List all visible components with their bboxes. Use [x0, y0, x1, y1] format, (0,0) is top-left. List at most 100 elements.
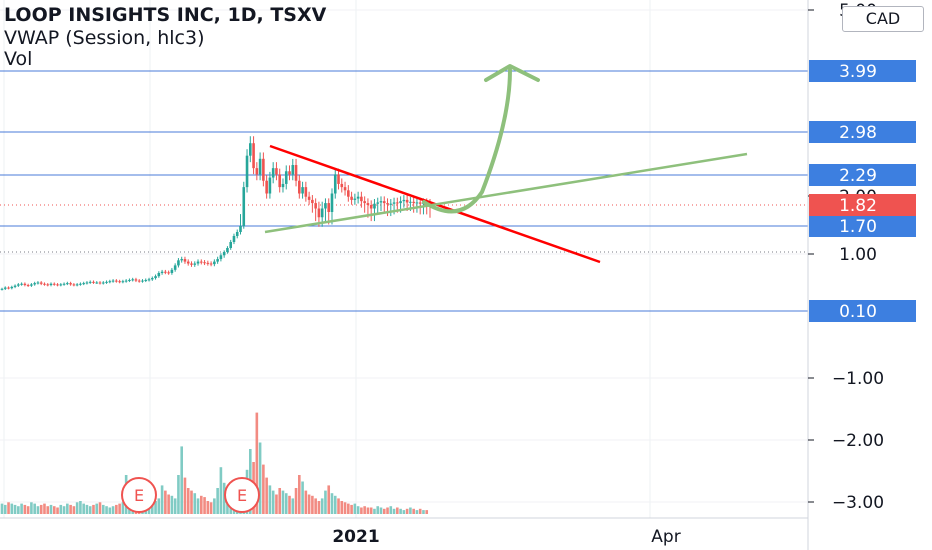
- candle-body: [82, 283, 85, 285]
- candle-body: [219, 255, 223, 260]
- volume-bar: [183, 477, 187, 514]
- candle-body: [229, 242, 233, 248]
- candle-body: [134, 279, 138, 281]
- breakout-arrow: [422, 68, 512, 214]
- level-label: 3.99: [839, 62, 877, 82]
- candle-body: [124, 280, 128, 282]
- volume-bar: [62, 506, 66, 514]
- level-label-bg: [809, 215, 916, 237]
- axis-tick-label: −1.00: [832, 369, 884, 389]
- volume-bar: [56, 507, 59, 514]
- volume-bar: [369, 507, 373, 514]
- candle-body: [69, 283, 72, 285]
- candle-body: [206, 262, 210, 264]
- price-axis[interactable]: 5.002.001.00−1.00−2.00−3.003.992.982.291…: [807, 0, 916, 550]
- volume-bar: [415, 510, 419, 514]
- candle-body: [340, 183, 344, 188]
- candle-body: [252, 143, 255, 169]
- volume-bar: [69, 504, 72, 514]
- volume-bar: [356, 506, 360, 514]
- volume-bar: [284, 493, 288, 514]
- volume-bar: [157, 498, 161, 514]
- candle-body: [353, 198, 357, 200]
- volume-bar: [392, 508, 396, 514]
- volume-bar: [213, 498, 216, 514]
- volume-bar: [366, 507, 370, 514]
- volume-bar: [98, 502, 102, 514]
- volume-bar: [389, 506, 393, 514]
- earnings-marker-label: E: [237, 486, 247, 505]
- volume-bar: [7, 502, 10, 514]
- candle-body: [128, 279, 131, 281]
- volume-bar: [190, 490, 193, 514]
- candle-body: [160, 271, 164, 273]
- candle-body: [167, 272, 170, 274]
- volume-bar: [425, 510, 429, 514]
- volume-bar: [258, 442, 262, 514]
- candle-body: [62, 283, 66, 285]
- candle-body: [324, 203, 327, 209]
- candle-body: [43, 283, 46, 285]
- candle-body: [111, 280, 115, 282]
- volume-bar: [26, 506, 30, 514]
- volume-bar: [150, 503, 154, 514]
- volume-bar: [311, 495, 314, 514]
- volume-bar: [170, 495, 174, 514]
- volume-bar: [193, 493, 197, 514]
- chart-grid: [0, 0, 808, 518]
- volume-bar: [30, 502, 33, 514]
- currency-button[interactable]: CAD: [842, 6, 924, 32]
- candle-body: [320, 208, 324, 218]
- volume-bar: [301, 481, 304, 514]
- vwap-legend[interactable]: VWAP (Session, hlc3): [4, 27, 205, 49]
- volume-bar: [278, 488, 282, 514]
- volume-bar: [219, 467, 223, 514]
- candle-body: [369, 205, 373, 209]
- candle-body: [121, 281, 125, 283]
- candle-body: [337, 174, 340, 184]
- volume-bar: [66, 503, 69, 514]
- candle-body: [118, 281, 121, 283]
- volume-bar: [72, 506, 76, 514]
- candle-body: [311, 199, 314, 204]
- candle-body: [170, 269, 174, 273]
- time-axis[interactable]: 2021 Apr: [0, 517, 808, 547]
- candle-body: [255, 168, 259, 175]
- time-axis-label: 2021: [332, 527, 379, 547]
- volume-bar: [75, 502, 79, 514]
- candle-body: [193, 263, 197, 265]
- candle-body: [396, 202, 399, 204]
- volume-bar: [10, 503, 14, 514]
- candle-body: [203, 262, 206, 264]
- earnings-marker: [121, 477, 157, 513]
- volume-bar: [262, 464, 265, 514]
- volume-bar: [203, 497, 206, 514]
- volume-bar: [111, 506, 115, 514]
- candle-body: [108, 281, 112, 283]
- volume-bar: [0, 503, 4, 514]
- candle-body: [360, 196, 363, 202]
- candle-body: [284, 171, 288, 184]
- volume-bar: [82, 503, 85, 514]
- volume-bar: [79, 501, 82, 514]
- candle-body: [88, 281, 92, 283]
- candle-body: [415, 202, 419, 204]
- candle-body: [141, 280, 144, 282]
- volume-bar: [307, 494, 311, 514]
- volume-bar: [105, 506, 108, 514]
- candle-body: [327, 203, 331, 212]
- candle-body: [382, 201, 386, 204]
- volume-bar: [85, 504, 89, 514]
- candle-body: [157, 273, 161, 277]
- candle-body: [409, 201, 412, 203]
- candle-body: [147, 279, 151, 281]
- candle-body: [183, 259, 187, 262]
- candle-body: [402, 199, 406, 202]
- candle-body: [304, 187, 308, 197]
- current-price-bg: [809, 194, 916, 216]
- volume-bar: [164, 490, 167, 514]
- volume-legend[interactable]: Vol: [4, 48, 33, 70]
- volume-bar: [337, 498, 340, 514]
- candle-body: [235, 232, 239, 236]
